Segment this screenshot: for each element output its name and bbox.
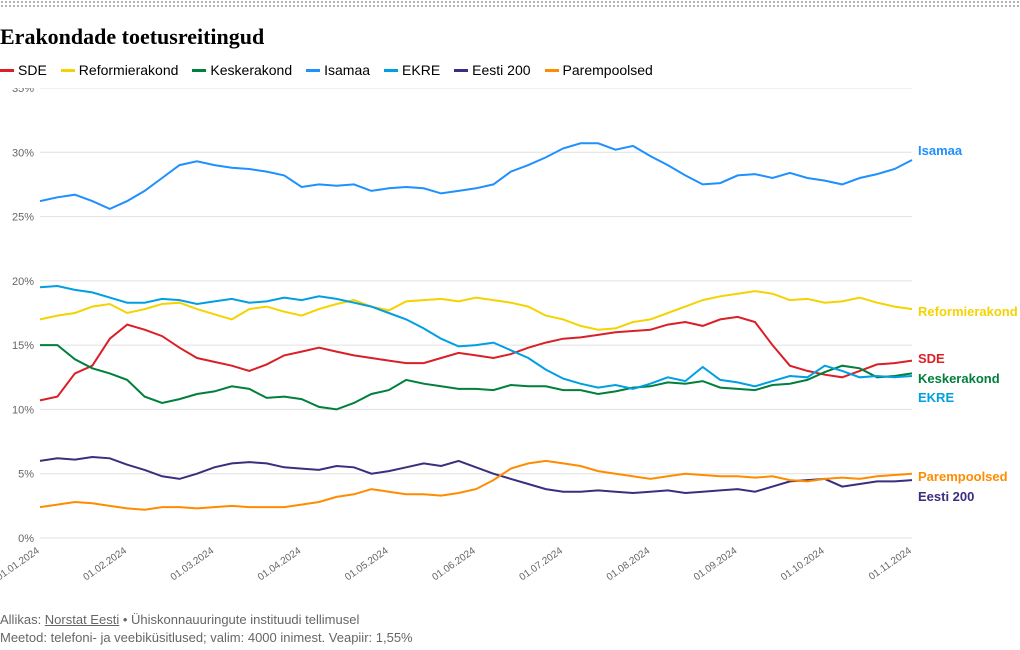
- legend-swatch: [384, 69, 398, 72]
- legend-label: Parempoolsed: [563, 62, 653, 78]
- legend-swatch: [545, 69, 559, 72]
- svg-text:01.02.2024: 01.02.2024: [82, 545, 130, 583]
- svg-text:20%: 20%: [12, 276, 34, 288]
- end-label: Reformierakond: [918, 304, 1018, 319]
- legend-swatch: [454, 69, 468, 72]
- legend-item: Parempoolsed: [545, 62, 653, 78]
- svg-text:01.10.2024: 01.10.2024: [779, 545, 827, 583]
- header-separator: [0, 0, 1020, 8]
- line-chart: 0% 5% 10% 15% 20% 25% 30% 35% 01.01.2024 01.02.20…: [0, 88, 1020, 598]
- legend-label: Eesti 200: [472, 62, 530, 78]
- legend-item: SDE: [0, 62, 47, 78]
- svg-text:25%: 25%: [12, 212, 34, 224]
- svg-text:01.01.2024: 01.01.2024: [0, 545, 42, 583]
- chart-area: 0% 5% 10% 15% 20% 25% 30% 35% 01.01.2024 01.02.20…: [0, 88, 1020, 603]
- source-suffix: • Ühiskonnauuringute instituudi tellimus…: [119, 612, 359, 627]
- svg-text:10%: 10%: [12, 404, 34, 416]
- svg-text:30%: 30%: [12, 147, 34, 159]
- legend: SDE Reformierakond Keskerakond Isamaa EKRE Ee…: [0, 62, 1020, 78]
- svg-text:01.08.2024: 01.08.2024: [605, 545, 653, 583]
- legend-swatch: [0, 69, 14, 72]
- source-link[interactable]: Norstat Eesti: [45, 612, 119, 627]
- end-label: Isamaa: [918, 143, 962, 158]
- legend-item: Eesti 200: [454, 62, 530, 78]
- end-label: Keskerakond: [918, 371, 1000, 386]
- legend-swatch: [192, 69, 206, 72]
- legend-label: EKRE: [402, 62, 440, 78]
- legend-item: Isamaa: [306, 62, 370, 78]
- legend-label: Reformierakond: [79, 62, 179, 78]
- chart-footer: Allikas: Norstat Eesti • Ühiskonnauuring…: [0, 611, 1020, 647]
- legend-label: Isamaa: [324, 62, 370, 78]
- series-line-isamaa: [40, 143, 912, 209]
- svg-text:0%: 0%: [18, 533, 34, 545]
- legend-swatch: [61, 69, 75, 72]
- legend-item: Keskerakond: [192, 62, 292, 78]
- end-label: SDE: [918, 351, 945, 366]
- end-label: Parempoolsed: [918, 469, 1008, 484]
- series-line-reformierakond: [40, 291, 912, 330]
- svg-text:01.11.2024: 01.11.2024: [867, 545, 914, 583]
- svg-text:01.06.2024: 01.06.2024: [430, 545, 478, 583]
- chart-title: Erakondade toetusreitingud: [0, 24, 1020, 50]
- svg-text:01.07.2024: 01.07.2024: [518, 545, 566, 583]
- svg-text:01.05.2024: 01.05.2024: [343, 545, 391, 583]
- svg-text:01.09.2024: 01.09.2024: [692, 545, 740, 583]
- series-line-ekre: [40, 286, 912, 389]
- method-text: Meetod: telefoni- ja veebiküsitlused; va…: [0, 629, 1020, 647]
- legend-swatch: [306, 69, 320, 72]
- legend-label: Keskerakond: [210, 62, 292, 78]
- source-prefix: Allikas:: [0, 612, 45, 627]
- end-label: Eesti 200: [918, 489, 974, 504]
- svg-text:5%: 5%: [18, 469, 34, 481]
- svg-text:35%: 35%: [12, 88, 34, 95]
- legend-item: EKRE: [384, 62, 440, 78]
- legend-label: SDE: [18, 62, 47, 78]
- svg-text:01.03.2024: 01.03.2024: [169, 545, 217, 583]
- svg-text:15%: 15%: [12, 340, 34, 352]
- series-line-sde: [40, 317, 912, 401]
- svg-text:01.04.2024: 01.04.2024: [256, 545, 304, 583]
- end-label: EKRE: [918, 390, 954, 405]
- legend-item: Reformierakond: [61, 62, 179, 78]
- series-line-eesti-200: [40, 457, 912, 493]
